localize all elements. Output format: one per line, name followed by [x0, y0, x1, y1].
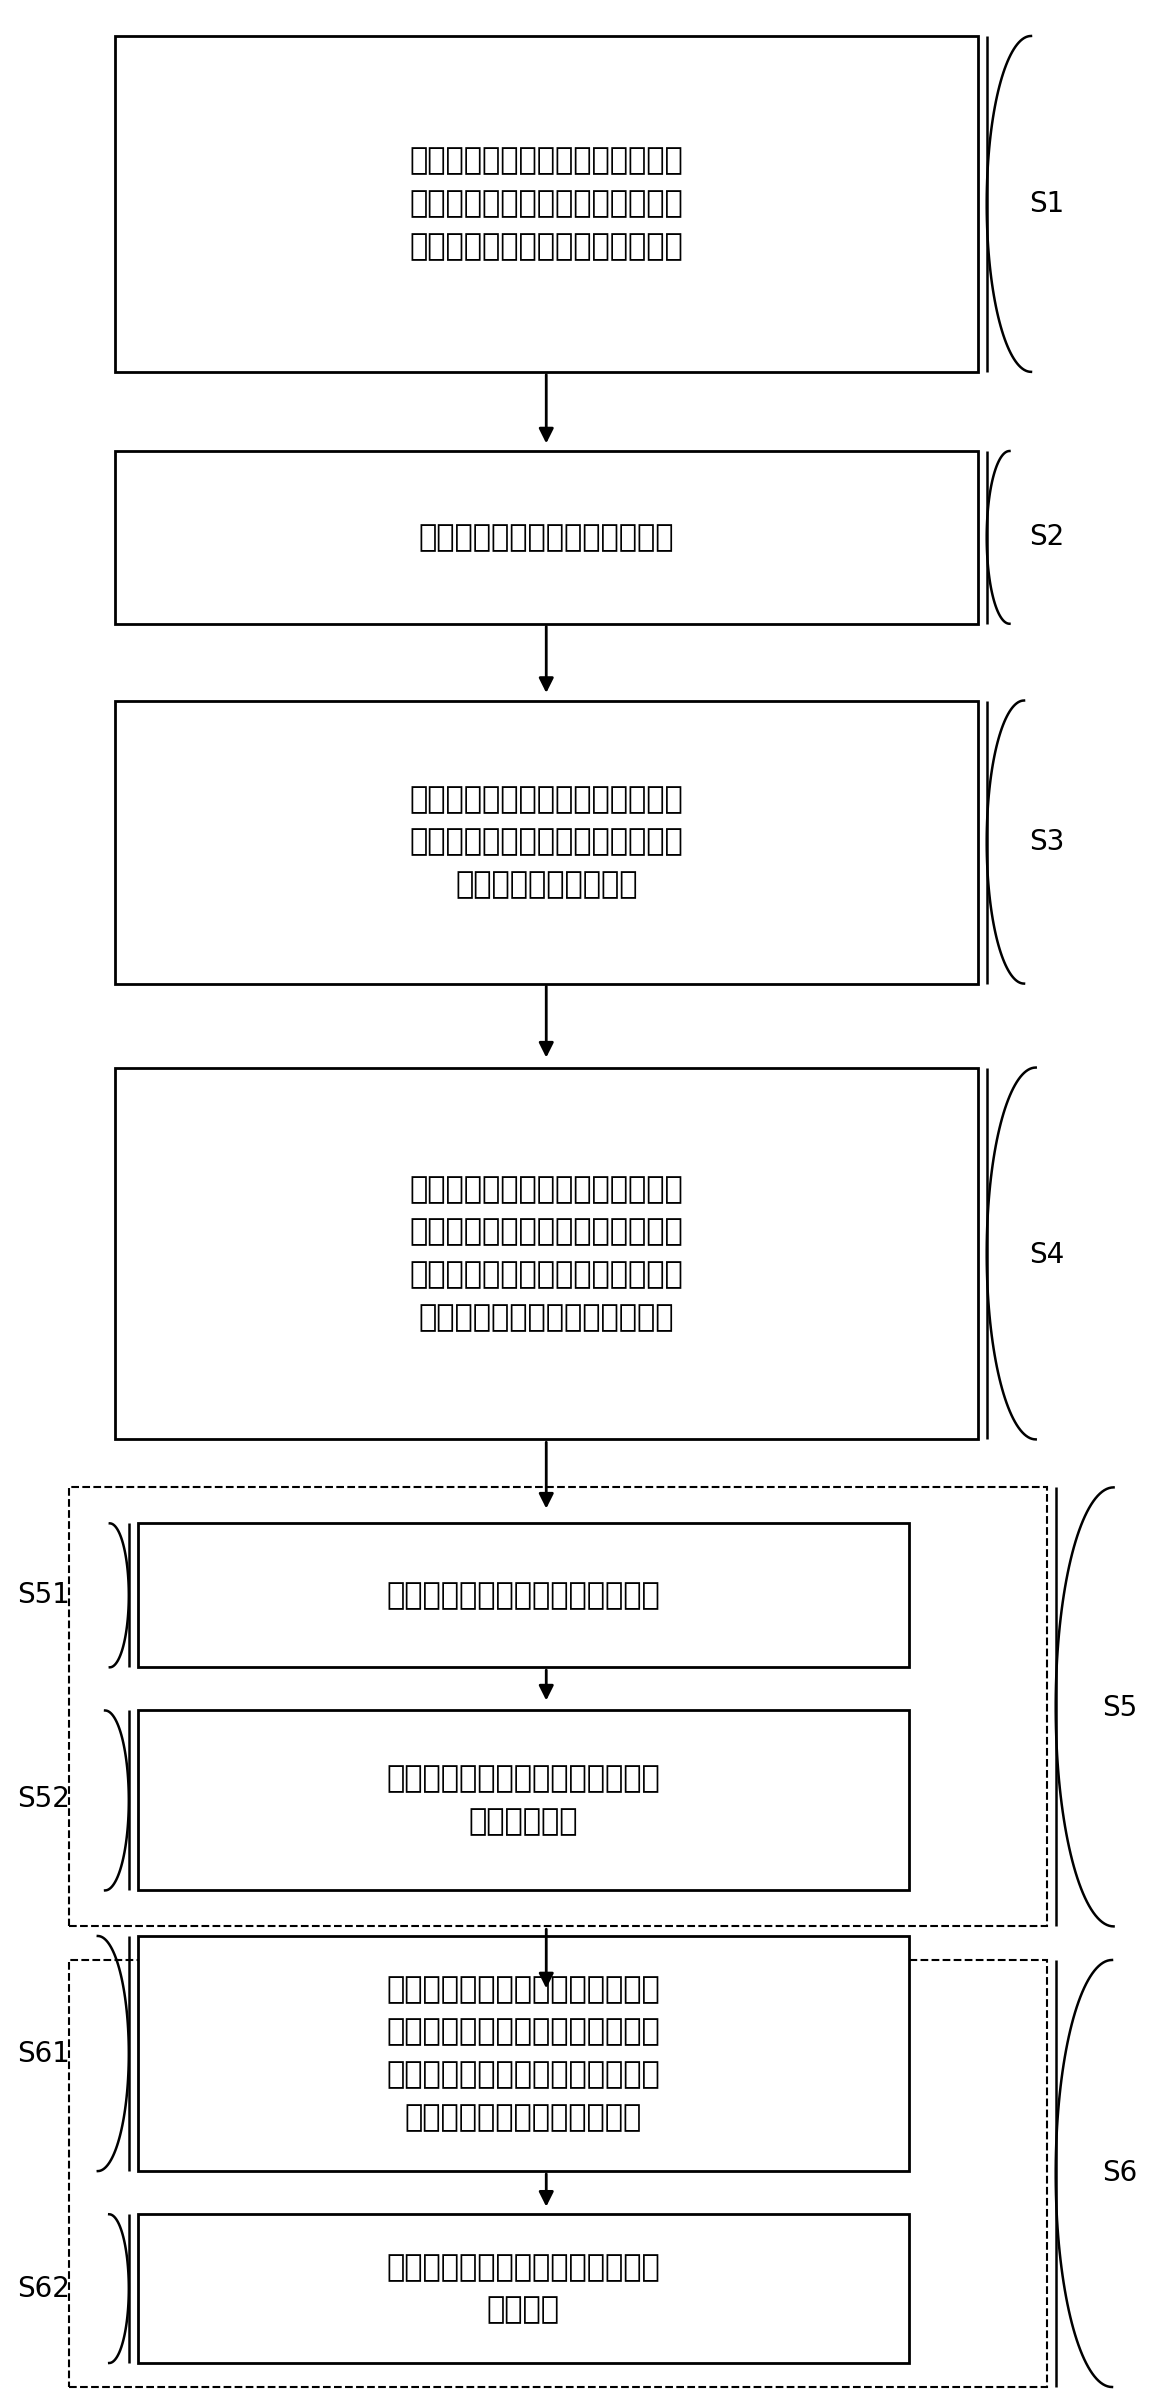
Text: S3: S3	[1029, 828, 1065, 856]
Text: S6: S6	[1102, 2159, 1137, 2188]
Text: 预设终端扫描预先设置在施工现场
的识别图案，并与预存在压缩包中
的识别图案进行匹配，当匹配到相
同的识别图案时，解压压缩包: 预设终端扫描预先设置在施工现场 的识别图案，并与预存在压缩包中 的识别图案进行匹…	[386, 1974, 660, 2133]
Text: S61: S61	[17, 2039, 70, 2068]
Bar	[138, 1936, 908, 2171]
Text: S4: S4	[1029, 1240, 1065, 1269]
Text: 将虚拟化场景打包发送到云端存储: 将虚拟化场景打包发送到云端存储	[386, 1581, 660, 1610]
Text: S51: S51	[17, 1581, 70, 1610]
Bar	[138, 1523, 908, 1667]
Bar	[115, 701, 978, 984]
Text: 云端将包含虚拟化场景的压缩包发
送给预设终端: 云端将包含虚拟化场景的压缩包发 送给预设终端	[386, 1766, 660, 1835]
Text: S5: S5	[1102, 1694, 1137, 1722]
Text: 预设终端对压缩包内的虚拟化场景
进行显示: 预设终端对压缩包内的虚拟化场景 进行显示	[386, 2253, 660, 2325]
Bar	[115, 451, 978, 624]
Text: 将施工材料信息和工艺技术要求信
息与三维模型中相对应的施工结构
进行关联，并根据触发信号显示施
工材料信息和工艺技术要求信息: 将施工材料信息和工艺技术要求信 息与三维模型中相对应的施工结构 进行关联，并根据…	[409, 1176, 683, 1331]
Text: S52: S52	[17, 1785, 70, 1814]
Text: 根据施工结构信息建立三维模型: 根据施工结构信息建立三维模型	[419, 523, 674, 552]
Bar	[138, 2214, 908, 2363]
Bar	[138, 1710, 908, 1890]
Text: 获取建筑装饰技术交底，从建筑装
饰技术交底中提取施工结构信息、
施工材料信息及工艺技术要求信息: 获取建筑装饰技术交底，从建筑装 饰技术交底中提取施工结构信息、 施工材料信息及工…	[409, 146, 683, 261]
Text: 将三维模型导入到预先建立的虚拟
化场景中，使三维模型在虚拟化场
景中进行三维立体显示: 将三维模型导入到预先建立的虚拟 化场景中，使三维模型在虚拟化场 景中进行三维立体…	[409, 784, 683, 900]
Bar	[69, 1960, 1046, 2387]
Text: S2: S2	[1029, 523, 1065, 552]
Text: S62: S62	[17, 2274, 70, 2303]
Bar	[115, 1068, 978, 1439]
Bar	[115, 36, 978, 372]
Bar	[69, 1487, 1046, 1926]
Text: S1: S1	[1029, 190, 1065, 218]
